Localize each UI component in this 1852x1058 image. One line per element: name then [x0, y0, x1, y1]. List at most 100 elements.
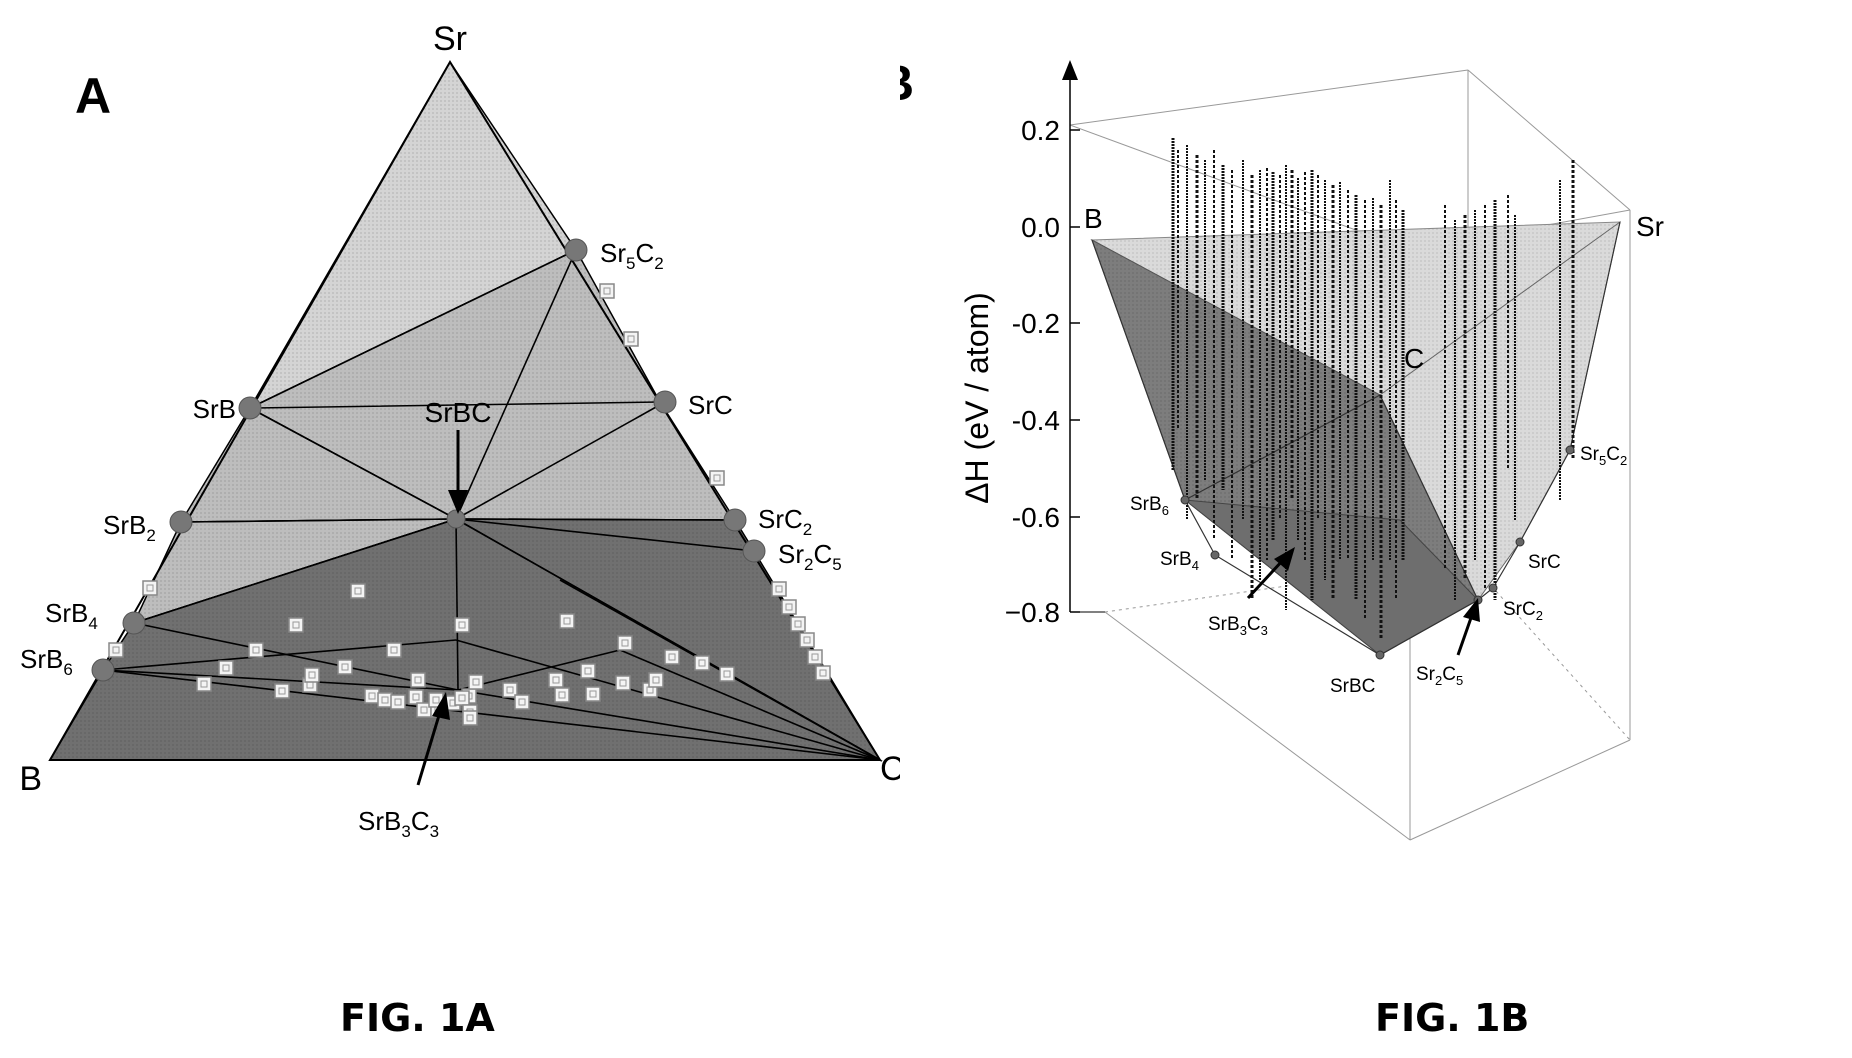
y-tick-label: -0.2	[1012, 308, 1060, 339]
candidate-marker-inner	[341, 663, 349, 671]
candidate-marker	[709, 470, 725, 486]
candidate-marker-inner	[390, 646, 398, 654]
phase-dot-srb	[238, 396, 262, 420]
hull-label-sr2c5: Sr2C5	[1416, 664, 1463, 688]
y-axis-label: ΔH (eV / atom)	[959, 292, 995, 504]
candidate-marker-inner	[381, 696, 389, 704]
phase-dot-sr5c2	[564, 238, 588, 262]
corner-label-b: B	[1084, 203, 1103, 234]
candidate-marker-inner	[619, 679, 627, 687]
phase-label-srb: SrB	[193, 394, 236, 424]
candidate-marker-inner	[603, 287, 611, 295]
y-tick-label: 0.0	[1021, 212, 1060, 243]
phase-label-srb6: SrB6	[20, 644, 73, 679]
candidate-marker-inner	[713, 474, 721, 482]
candidate-marker-inner	[723, 670, 731, 678]
candidate-marker	[790, 616, 806, 632]
candidate-marker	[694, 655, 710, 671]
annotation-srbc: SrBC	[425, 397, 492, 428]
candidate-marker-inner	[518, 698, 526, 706]
candidate-marker-inner	[819, 669, 827, 677]
candidate-marker	[585, 686, 601, 702]
phase-dot-src	[653, 390, 677, 414]
candidate-marker	[454, 690, 470, 706]
candidate-marker-inner	[394, 698, 402, 706]
candidate-marker	[386, 642, 402, 658]
hull-label-src: SrC	[1528, 552, 1561, 573]
candidate-marker-inner	[432, 696, 440, 704]
vertex-label-sr: Sr	[433, 20, 467, 58]
candidate-marker-inner	[368, 692, 376, 700]
srb3c3-arrow	[416, 692, 450, 786]
annotation-srb3c3: SrB3C3	[358, 806, 439, 841]
srbc-arrow	[448, 430, 468, 514]
candidate-marker	[390, 694, 406, 710]
hull-label-sr5c2: Sr5C2	[1580, 444, 1627, 468]
candidate-marker-inner	[803, 636, 811, 644]
candidate-marker	[304, 667, 320, 683]
candidate-marker	[548, 672, 564, 688]
candidate-marker	[218, 660, 234, 676]
hull-label-srbc: SrBC	[1330, 676, 1375, 697]
hull-label-src2: SrC2	[1503, 599, 1543, 623]
ternary-phase-diagram-panel: A Sr B C Sr5C2 SrB SrC SrB2 SrC2 Sr2C5 S…	[0, 0, 904, 1053]
candidate-marker	[664, 649, 680, 665]
candidate-marker-inner	[308, 671, 316, 679]
candidate-marker	[514, 694, 530, 710]
vertex-label-c: C	[880, 750, 900, 788]
phase-label-srb2: SrB2	[103, 510, 156, 545]
candidate-marker-inner	[811, 653, 819, 661]
corner-label-c: C	[1404, 343, 1424, 374]
candidate-marker-inner	[506, 686, 514, 694]
candidate-marker-inner	[698, 659, 706, 667]
y-tick-label: 0.2	[1021, 115, 1060, 146]
candidate-marker	[288, 617, 304, 633]
phase-label-sr5c2: Sr5C2	[600, 238, 664, 273]
candidate-marker-inner	[252, 646, 260, 654]
phase-dot-srb2	[169, 510, 193, 534]
candidate-marker-inner	[112, 646, 120, 654]
figure-caption-a: FIG. 1A	[340, 996, 495, 1040]
candidate-marker	[559, 613, 575, 629]
candidate-marker	[462, 710, 478, 726]
candidate-marker	[615, 675, 631, 691]
y-axis-ticks: 0.2 0.0 -0.2 -0.4 -0.6 −0.8	[1005, 115, 1080, 628]
candidate-marker	[337, 659, 353, 675]
panel-a-letter: A	[75, 68, 111, 124]
candidate-marker-inner	[584, 667, 592, 675]
candidate-marker-inner	[412, 693, 420, 701]
candidate-marker-inner	[794, 620, 802, 628]
candidate-marker-inner	[785, 603, 793, 611]
candidate-marker	[554, 687, 570, 703]
candidate-marker	[580, 663, 596, 679]
phase-dot-src2	[723, 508, 747, 532]
candidate-marker	[364, 688, 380, 704]
candidate-marker	[648, 672, 664, 688]
candidate-marker-inner	[552, 676, 560, 684]
candidate-marker	[408, 689, 424, 705]
candidate-marker-inner	[278, 687, 286, 695]
hull-label-srb4: SrB4	[1160, 549, 1199, 573]
candidate-marker-inner	[589, 690, 597, 698]
y-tick-label: -0.6	[1012, 502, 1060, 533]
srb3c3-arrow-b	[1246, 547, 1295, 600]
figure-caption-b: FIG. 1B	[1375, 996, 1530, 1040]
hull-point-sr5c2	[1565, 445, 1575, 455]
ternary-phase-diagram: A Sr B C Sr5C2 SrB SrC SrB2 SrC2 Sr2C5 S…	[19, 20, 904, 841]
phase-label-src: SrC	[688, 390, 733, 420]
candidate-marker-inner	[621, 639, 629, 647]
candidate-marker	[719, 666, 735, 682]
y-tick-label: −0.8	[1005, 597, 1060, 628]
candidate-marker	[454, 617, 470, 633]
candidate-marker-inner	[466, 714, 474, 722]
candidate-marker-inner	[563, 617, 571, 625]
hull-label-srb6: SrB6	[1130, 494, 1169, 518]
stable-phase-dots	[91, 238, 766, 682]
phase-dot-sr2c5	[742, 539, 766, 563]
candidate-marker-inner	[354, 587, 362, 595]
candidate-marker	[274, 683, 290, 699]
hull-label-srb3c3: SrB3C3	[1208, 614, 1268, 638]
candidate-marker-inner	[200, 680, 208, 688]
candidate-marker-inner	[414, 676, 422, 684]
candidate-marker	[248, 642, 264, 658]
